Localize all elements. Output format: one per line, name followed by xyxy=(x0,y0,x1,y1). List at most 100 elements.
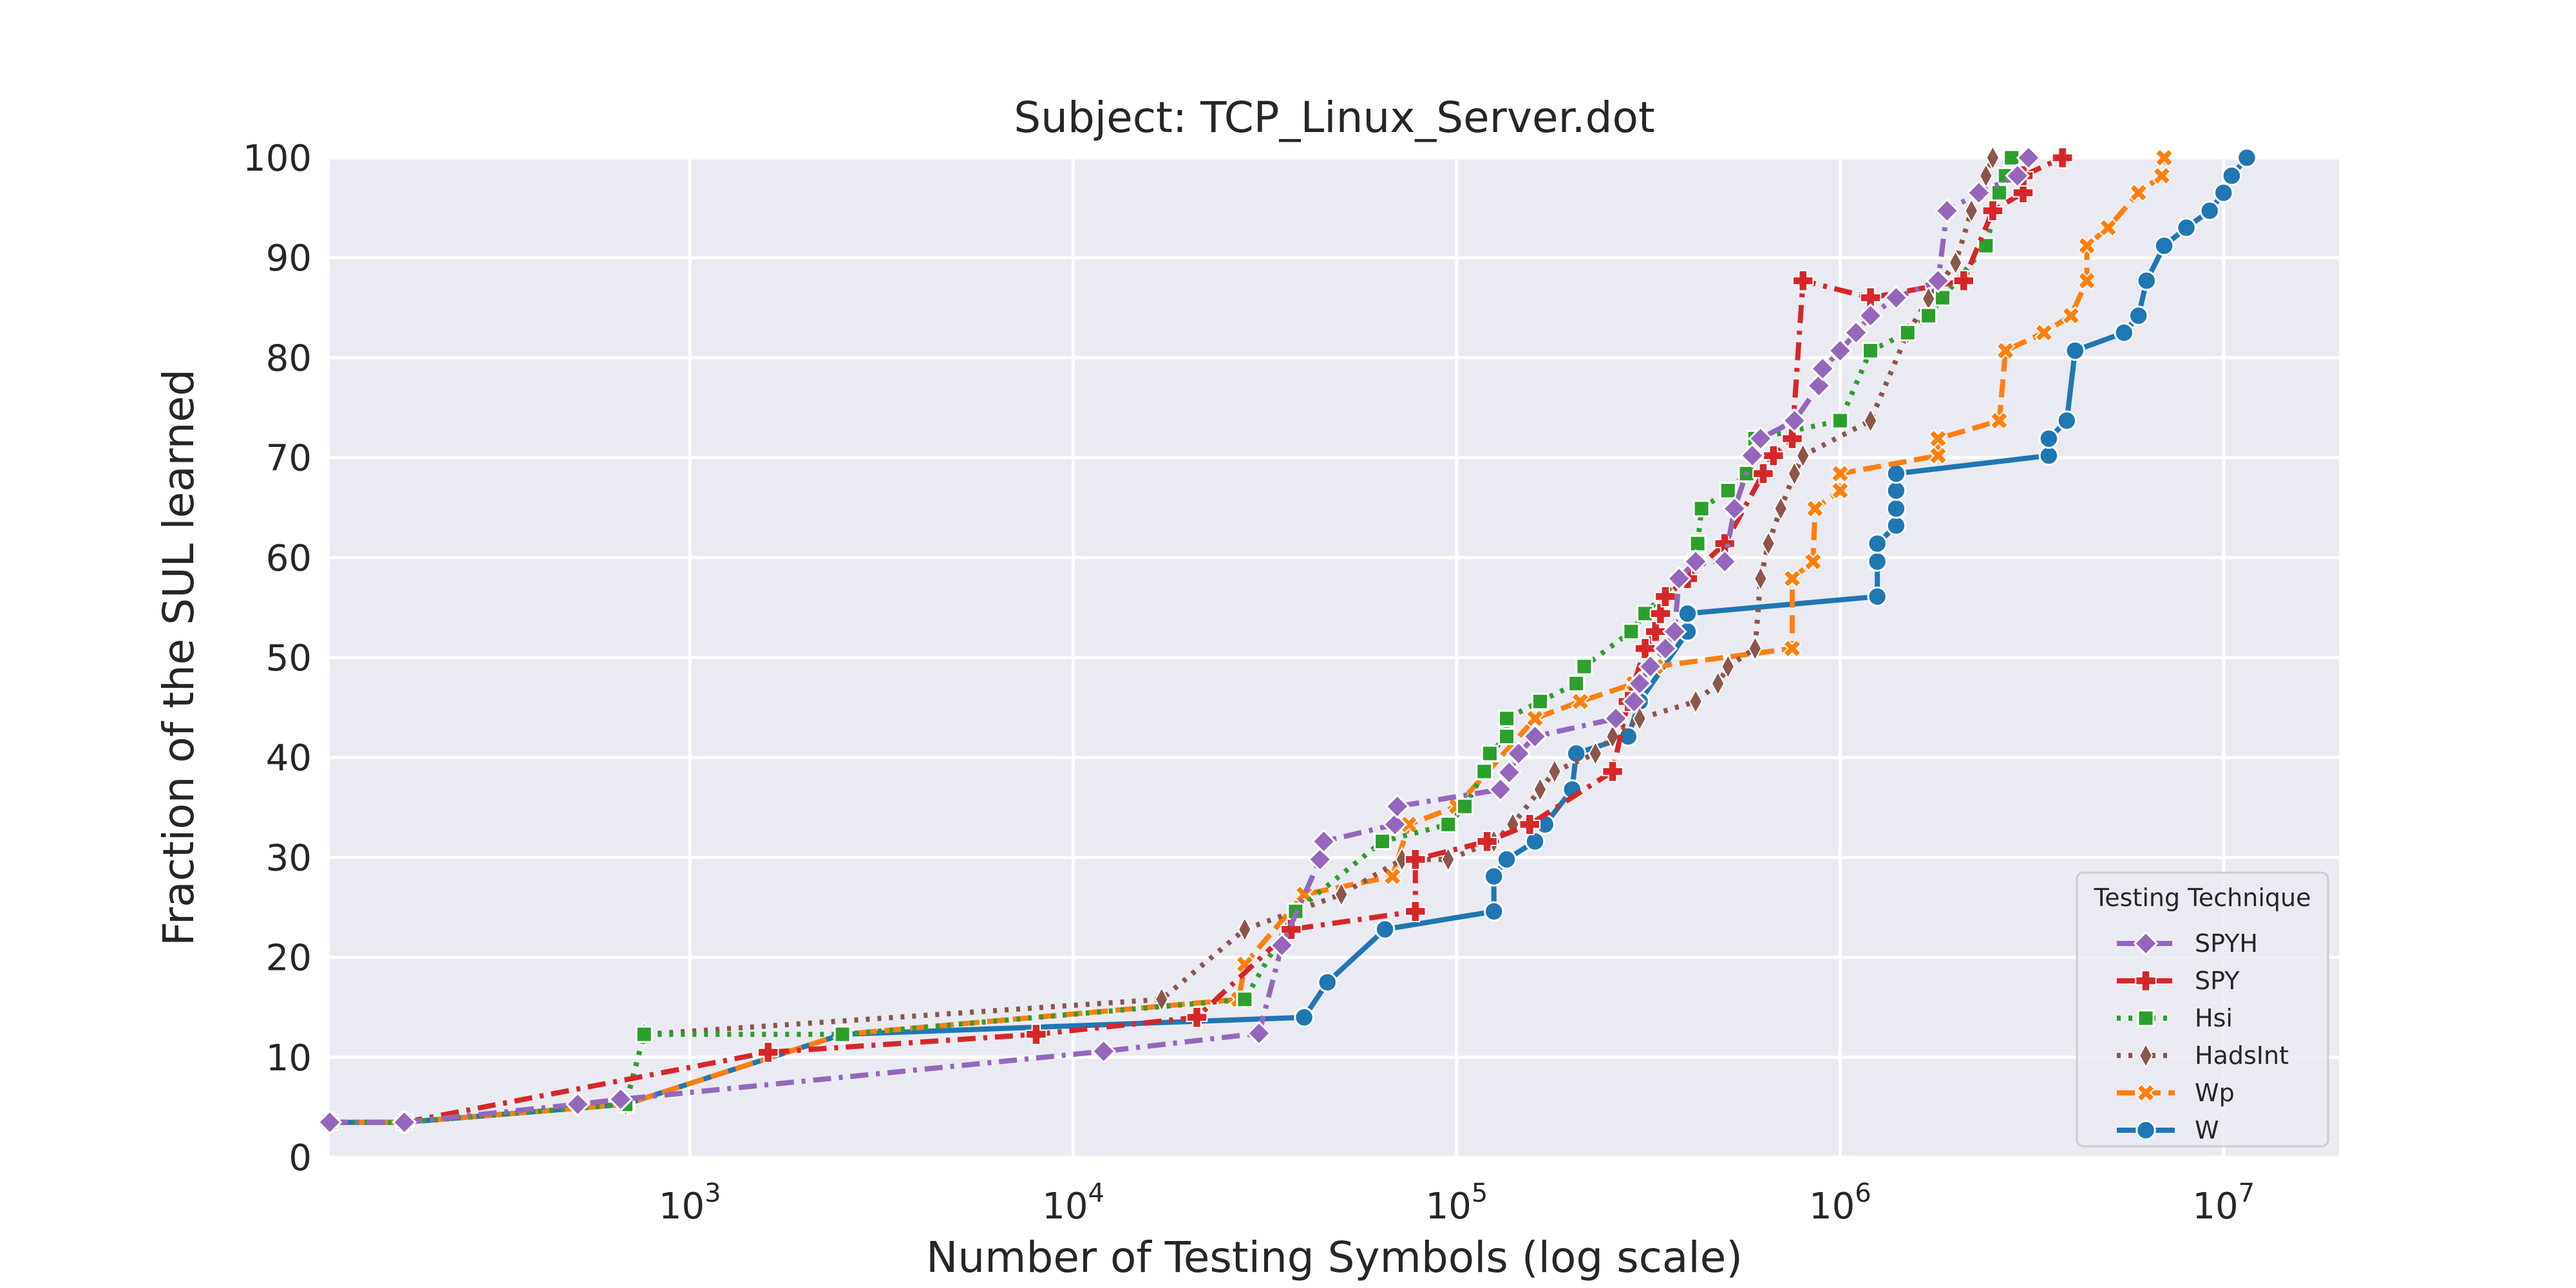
data-point xyxy=(1603,706,1629,732)
data-point xyxy=(1989,411,2009,431)
y-tick-label: 60 xyxy=(266,538,312,580)
x-tick-base: 10 xyxy=(1042,1186,1088,1227)
data-point xyxy=(1774,495,1788,522)
data-point xyxy=(1621,688,1647,714)
data-point xyxy=(1925,268,1951,294)
series-group xyxy=(317,144,2257,1135)
x-tick-exponent: 3 xyxy=(705,1179,721,1208)
legend-item-wp: Wp xyxy=(2117,1079,2235,1107)
data-point xyxy=(1783,569,1802,589)
data-point xyxy=(1567,674,1586,692)
legend-item-hadsint: HadsInt xyxy=(2117,1041,2289,1070)
data-point xyxy=(1519,813,1541,835)
data-point xyxy=(1627,670,1653,696)
y-tick-label: 50 xyxy=(266,638,312,679)
data-point xyxy=(1475,762,1493,781)
data-point xyxy=(2154,235,2175,256)
data-point xyxy=(1752,462,1774,485)
legend-swatch-marker xyxy=(2136,1083,2155,1103)
data-point xyxy=(1719,482,1737,500)
data-point xyxy=(1964,198,1979,224)
data-point xyxy=(1311,829,1336,854)
x-tick-base: 10 xyxy=(659,1186,705,1227)
data-point xyxy=(1269,933,1294,958)
data-point xyxy=(1498,710,1516,728)
legend-swatch-marker xyxy=(2136,1120,2156,1141)
data-point xyxy=(1787,460,1802,487)
y-tick-label: 20 xyxy=(266,938,312,980)
data-point xyxy=(392,1110,417,1135)
legend-item-spy: SPY xyxy=(2117,967,2240,995)
data-point xyxy=(2128,305,2149,326)
data-point xyxy=(1496,849,1517,870)
data-point xyxy=(2051,147,2074,169)
data-point xyxy=(1533,776,1548,802)
data-point xyxy=(1763,444,1785,467)
data-point xyxy=(1933,289,1951,307)
data-point xyxy=(317,1110,343,1135)
data-point xyxy=(2034,323,2054,343)
data-point xyxy=(565,1092,591,1117)
data-point xyxy=(1953,270,1975,292)
data-point xyxy=(1237,916,1252,943)
data-point xyxy=(1721,496,1747,522)
data-point xyxy=(1570,692,1590,712)
data-point xyxy=(2077,236,2097,256)
data-point xyxy=(1928,429,1948,448)
data-point xyxy=(1689,535,1707,553)
data-point xyxy=(1382,811,1408,837)
data-point xyxy=(1806,373,1832,399)
data-point xyxy=(757,1041,779,1063)
x-tick-label: 105 xyxy=(1426,1179,1488,1227)
data-point xyxy=(2077,271,2097,290)
series-spyh xyxy=(317,145,2041,1135)
data-point xyxy=(1712,549,1738,574)
legend-swatch-marker xyxy=(2135,970,2157,992)
data-point xyxy=(2199,200,2220,222)
data-point xyxy=(2098,218,2118,238)
data-point xyxy=(1638,654,1663,679)
data-point xyxy=(1483,866,1504,887)
data-point xyxy=(2136,270,2157,291)
legend-item-spyh: SPYH xyxy=(2117,929,2258,958)
data-point xyxy=(1739,443,1765,468)
data-point xyxy=(1996,341,2016,361)
data-point xyxy=(1280,918,1302,940)
data-point xyxy=(1588,740,1603,767)
data-point xyxy=(1982,200,2004,222)
data-point xyxy=(1483,901,1504,922)
data-point xyxy=(1307,847,1333,872)
data-point xyxy=(1843,320,1869,345)
series-line xyxy=(330,157,2167,1125)
y-tick-label: 10 xyxy=(266,1037,312,1079)
data-point xyxy=(1662,619,1687,645)
data-point xyxy=(1710,670,1725,697)
data-point xyxy=(1886,463,1907,484)
data-point xyxy=(1531,692,1549,710)
data-point xyxy=(1524,831,1546,852)
data-point xyxy=(1622,623,1640,641)
legend-swatch-marker xyxy=(2139,1042,2153,1069)
y-tick-label: 70 xyxy=(266,438,312,480)
data-point xyxy=(2003,149,2021,167)
data-point xyxy=(2061,306,2081,326)
data-point xyxy=(2213,182,2234,204)
data-point xyxy=(1867,533,1888,554)
data-point xyxy=(1862,342,1880,360)
data-point xyxy=(1948,249,1963,276)
data-point xyxy=(1782,408,1807,433)
data-point xyxy=(1858,303,1883,328)
data-point xyxy=(1548,758,1562,785)
data-point xyxy=(2038,445,2060,466)
data-point xyxy=(1985,144,2000,171)
data-point xyxy=(1795,442,1810,469)
data-point xyxy=(2114,322,2134,343)
data-point xyxy=(1886,480,1907,501)
data-point xyxy=(1748,426,1774,451)
x-tick-base: 10 xyxy=(1426,1186,1472,1227)
data-point xyxy=(1522,724,1548,749)
data-point xyxy=(1439,815,1457,833)
data-point xyxy=(2152,166,2172,185)
data-point xyxy=(1497,760,1522,785)
